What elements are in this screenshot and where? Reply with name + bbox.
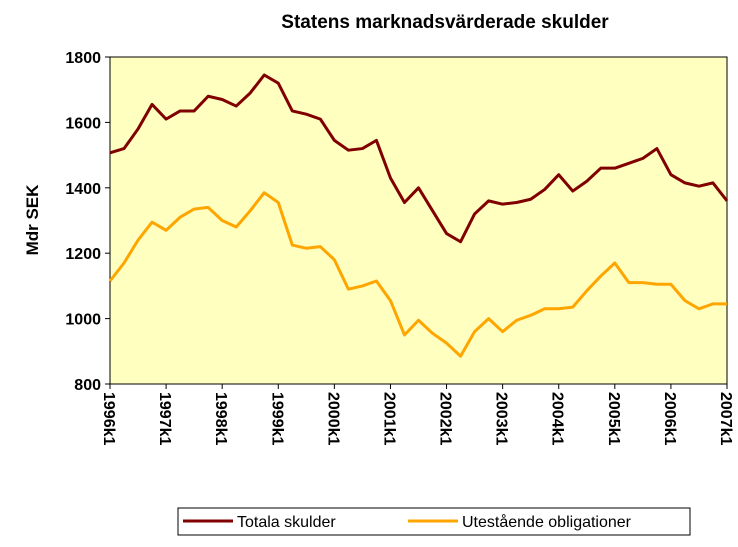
y-tick-label: 800 <box>74 377 101 394</box>
x-tick-label: 2005k1 <box>605 392 622 445</box>
x-tick-label: 1996k1 <box>100 392 117 445</box>
y-tick-label: 1600 <box>65 115 101 132</box>
x-tick-label: 2004k1 <box>549 392 566 445</box>
y-tick-label: 1400 <box>65 181 101 198</box>
y-tick-label: 1200 <box>65 246 101 263</box>
chart-title: Statens marknadsvärderade skulder <box>281 12 609 33</box>
legend-label: Totala skulder <box>237 514 336 531</box>
x-tick-label: 1998k1 <box>212 392 229 445</box>
x-tick-label: 1999k1 <box>268 392 285 445</box>
plot-area <box>109 56 728 385</box>
x-tick-label: 2001k1 <box>380 392 397 445</box>
legend-label: Utestående obligationer <box>462 513 632 531</box>
y-tick-label: 1800 <box>65 50 101 67</box>
x-tick-label: 2000k1 <box>324 392 341 445</box>
x-tick-label: 2003k1 <box>493 392 510 445</box>
x-tick-label: 2002k1 <box>437 392 454 445</box>
y-axis-label: Mdr SEK <box>23 184 42 256</box>
x-tick-label: 2007k1 <box>717 392 734 445</box>
y-tick-label: 1000 <box>65 312 101 329</box>
x-tick-label: 1997k1 <box>156 392 173 445</box>
x-tick-label: 2006k1 <box>661 392 678 445</box>
line-series <box>109 73 729 244</box>
line-series <box>108 191 727 358</box>
